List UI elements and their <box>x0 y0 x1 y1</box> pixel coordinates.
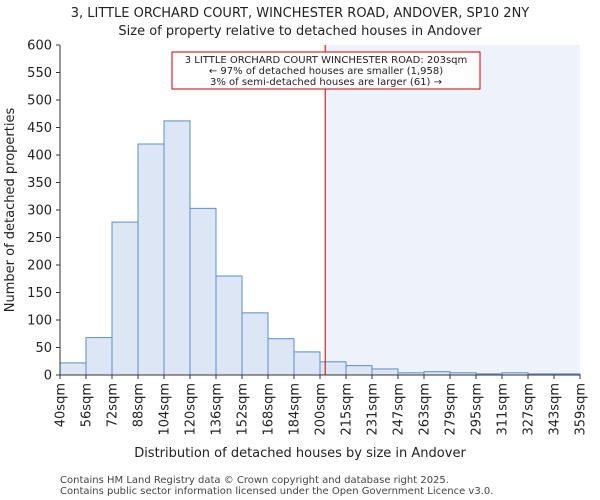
x-tick-label-343sqm: 343sqm <box>548 383 563 436</box>
y-tick-label-100: 100 <box>27 314 52 329</box>
bar-152sqm <box>241 312 269 376</box>
x-tick-label-247sqm: 247sqm <box>392 383 407 436</box>
y-axis-label: Number of detached properties <box>3 108 18 313</box>
annotation-line-2: ← 97% of detached houses are smaller (1,… <box>209 66 443 77</box>
bar-215sqm <box>345 365 373 376</box>
chart-subtitle: Size of property relative to detached ho… <box>118 24 482 39</box>
y-tick-label-150: 150 <box>27 286 52 301</box>
x-axis-label: Distribution of detached houses by size … <box>134 446 466 461</box>
annotation-line-1: 3 LITTLE ORCHARD COURT WINCHESTER ROAD: … <box>185 55 468 66</box>
x-tick-label-136sqm: 136sqm <box>210 383 225 436</box>
x-tick-label-56sqm: 56sqm <box>80 383 95 427</box>
footer-line-2: Contains public sector information licen… <box>60 486 493 497</box>
x-tick-label-120sqm: 120sqm <box>184 383 199 436</box>
y-tick-label-550: 550 <box>27 66 52 81</box>
y-tick-label-250: 250 <box>27 231 52 246</box>
x-tick-label-327sqm: 327sqm <box>522 383 537 436</box>
bar-104sqm <box>163 120 191 376</box>
bar-56sqm <box>85 337 113 376</box>
x-tick-label-40sqm: 40sqm <box>54 383 69 427</box>
bar-120sqm <box>189 207 217 376</box>
chart-title: 3, LITTLE ORCHARD COURT, WINCHESTER ROAD… <box>71 6 530 21</box>
x-tick-label-359sqm: 359sqm <box>574 383 589 436</box>
x-axis-ticks: 40sqm 56sqm 72sqm 88sqm 104sqm 120sqm 136sqm 15… <box>54 375 589 436</box>
x-tick-label-184sqm: 184sqm <box>288 383 303 436</box>
x-tick-label-231sqm: 231sqm <box>366 383 381 436</box>
x-tick-label-279sqm: 279sqm <box>444 383 459 436</box>
y-tick-label-600: 600 <box>27 39 52 54</box>
y-tick-label-400: 400 <box>27 149 52 164</box>
annotation-line-3: 3% of semi-detached houses are larger (6… <box>210 77 442 88</box>
bars <box>59 120 581 376</box>
bar-200sqm <box>319 361 347 376</box>
annotation-box: 3 LITTLE ORCHARD COURT WINCHESTER ROAD: … <box>171 51 481 90</box>
x-tick-label-168sqm: 168sqm <box>262 383 277 436</box>
bar-88sqm <box>137 143 165 376</box>
footer-line-1: Contains HM Land Registry data © Crown c… <box>60 475 449 486</box>
x-tick-label-200sqm: 200sqm <box>314 383 329 436</box>
x-tick-label-88sqm: 88sqm <box>132 383 147 427</box>
y-tick-label-300: 300 <box>27 204 52 219</box>
y-tick-label-350: 350 <box>27 176 52 191</box>
bar-168sqm <box>267 338 295 376</box>
y-tick-label-500: 500 <box>27 94 52 109</box>
larger-properties-shade <box>325 45 580 375</box>
y-tick-label-450: 450 <box>27 121 52 136</box>
x-tick-label-311sqm: 311sqm <box>496 383 511 436</box>
bar-136sqm <box>215 275 243 376</box>
x-tick-label-152sqm: 152sqm <box>236 383 251 436</box>
x-tick-label-295sqm: 295sqm <box>470 383 485 436</box>
x-tick-label-215sqm: 215sqm <box>340 383 355 436</box>
bar-40sqm <box>59 362 87 376</box>
bar-72sqm <box>111 221 139 376</box>
y-tick-label-200: 200 <box>27 259 52 274</box>
y-tick-label-50: 50 <box>35 341 52 356</box>
annotation-border <box>171 51 481 90</box>
x-tick-label-263sqm: 263sqm <box>418 383 433 436</box>
x-tick-label-104sqm: 104sqm <box>158 383 173 436</box>
x-tick-label-72sqm: 72sqm <box>106 383 121 427</box>
y-tick-label-0: 0 <box>44 369 52 384</box>
bar-184sqm <box>293 351 321 376</box>
y-axis-ticks: 0 50 100 150 200 250 300 350 400 450 500 550 600 <box>27 39 60 384</box>
bar-231sqm <box>371 368 399 376</box>
